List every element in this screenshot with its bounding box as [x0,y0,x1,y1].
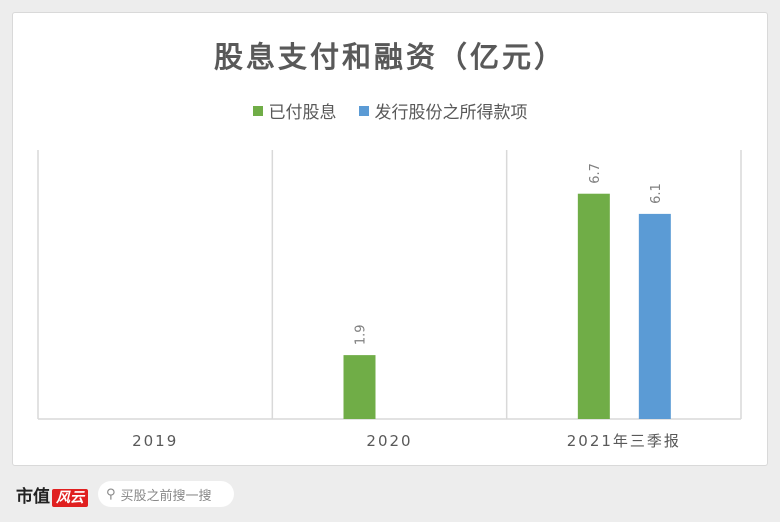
legend-swatch [358,105,369,116]
bar [577,193,610,419]
bar [638,213,671,419]
legend-swatch [252,105,263,116]
search-placeholder: 买股之前搜一搜 [120,488,212,504]
bar [343,355,376,419]
data-label: 6.7 [588,163,603,184]
data-label: 1.9 [354,324,369,345]
x-tick-label: 2019 [132,432,178,450]
x-tick-label: 2020 [366,432,412,450]
logo: 市值 风云 [16,482,88,507]
legend-label: 发行股份之所得款项 [374,103,528,123]
chart-title: 股息支付和融资（亿元） [213,40,566,74]
data-label: 6.1 [649,183,664,204]
x-tick-label: 2021年三季报 [567,432,681,450]
legend-label: 已付股息 [268,103,337,123]
legend: 已付股息 发行股份之所得款项 [0,98,780,123]
footer: 市值 风云 ⚲ 买股之前搜一搜 [16,481,234,507]
legend-item-dividends: 已付股息 [252,98,337,123]
search-icon: ⚲ [106,486,116,502]
legend-item-share-proceeds: 发行股份之所得款项 [358,98,528,123]
search-input[interactable]: ⚲ 买股之前搜一搜 [98,481,234,507]
